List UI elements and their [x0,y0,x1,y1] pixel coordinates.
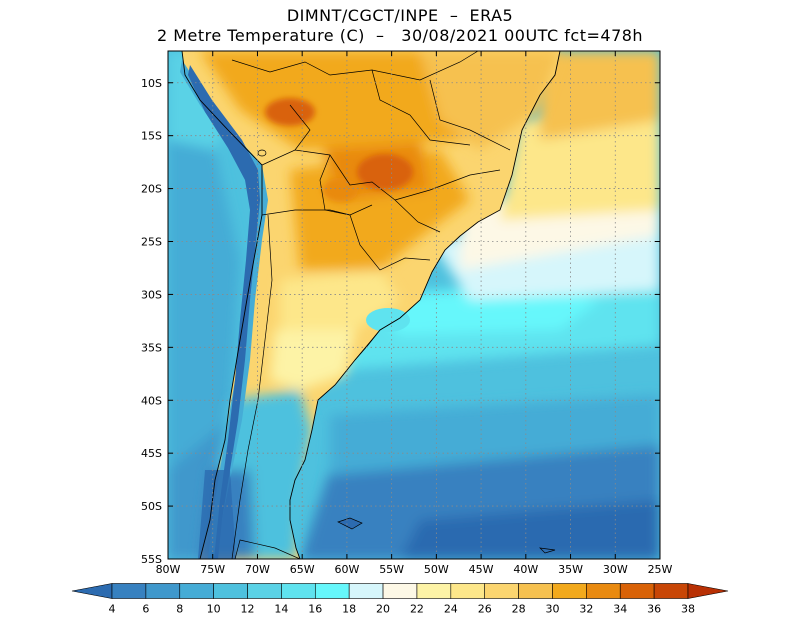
map-title-line1: DIMNT/CGCT/INPE – ERA5 [286,6,514,25]
andes-cold-strip [180,60,268,559]
lon-label: 65W [290,563,315,576]
colorbar-label: 6 [142,603,149,616]
tierra-del-fuego [234,539,301,559]
lat-label: 15S [141,130,162,143]
lat-label: 10S [141,77,162,90]
colorbar-arrow-high [687,583,729,599]
lat-label: 30S [141,288,162,301]
lon-label: 75W [200,563,225,576]
colorbar-label: 24 [444,603,458,616]
graticule [168,51,660,559]
colorbar-label: 38 [681,603,695,616]
lon-label: 60W [334,563,359,576]
colorbar-box [348,583,384,599]
lat-label: 50S [141,500,162,513]
colorbar-label: 8 [176,603,183,616]
axis-ticks [167,51,661,560]
colorbar-label: 30 [545,603,559,616]
colorbar-box [145,583,181,599]
lon-label: 25W [648,563,673,576]
lon-label: 35W [558,563,583,576]
colorbar-box [247,583,282,599]
colorbar-box [586,583,621,599]
colorbar-label: 22 [410,603,424,616]
lon-label: 80W [156,563,181,576]
lat-label: 25S [141,236,162,249]
colorbar-box [518,583,553,599]
cold-pocket-la-plata [366,308,410,332]
field-pacific-mid [168,130,240,470]
colorbar-label: 14 [274,603,288,616]
latitude-labels: 10S 15S 20S 25S 30S 35S 40S 45S 50S 55S [141,77,162,566]
lake-titicaca [257,149,267,157]
colorbar-label: 28 [512,603,526,616]
cold-fjords [198,470,236,559]
lat-label: 45S [141,447,162,460]
field-south-deep [400,500,660,559]
colorbar-arrow-low [71,583,113,599]
colorbar-label: 26 [478,603,492,616]
colorbar-label: 12 [241,603,255,616]
colorbar-box [450,583,486,599]
colorbar-label: 36 [647,603,661,616]
colorbar-label: 20 [376,603,390,616]
field-hotspot-2 [357,154,413,190]
lon-label: 70W [245,563,270,576]
staten-island [539,547,556,554]
colorbar-box [213,583,248,599]
lon-label: 55W [379,563,404,576]
lat-label: 55S [141,553,162,566]
lat-label: 35S [141,341,162,354]
falkland-islands [337,517,363,530]
colorbar-box [382,583,418,599]
field-amazon-orange [200,51,470,150]
colorbar-label: 4 [109,603,116,616]
colorbar-label: 16 [308,603,322,616]
longitude-labels: 80W 75W 70W 65W 60W 55W 50W 45W 40W 35W 30W 25W [156,563,673,576]
colorbar-box [552,583,587,599]
field-pampas-cream [270,330,355,390]
lon-label: 50W [424,563,449,576]
lon-label: 40W [513,563,538,576]
lon-label: 45W [469,563,494,576]
map-frame [167,50,661,560]
colorbar-label: 18 [342,603,356,616]
lat-label: 40S [141,394,162,407]
lat-label: 20S [141,183,162,196]
colorbar-box [111,583,147,599]
colorbar-label: 10 [207,603,221,616]
map-title-line2: 2 Metre Temperature (C) – 30/08/2021 00U… [156,26,644,45]
colorbar-label: 32 [579,603,593,616]
colorbar-box [653,583,689,599]
colorbar-box [179,583,214,599]
lon-label: 30W [603,563,628,576]
colorbar-box [281,583,316,599]
colorbar-box [484,583,519,599]
andes-cold-core [188,65,260,559]
colorbar-box [619,583,655,599]
field-south-mid [330,395,660,475]
colorbar-box [416,583,452,599]
colorbar-box [314,583,350,599]
field-atlantic-gold [540,51,660,140]
colorbar-label: 34 [613,603,627,616]
